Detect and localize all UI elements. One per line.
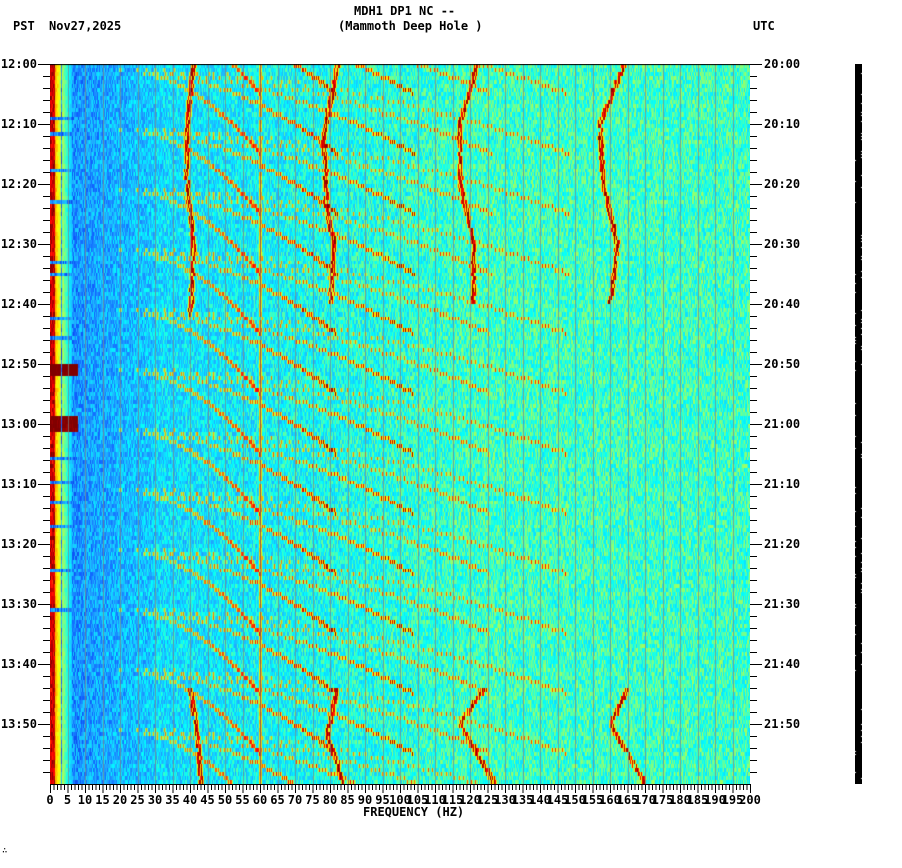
y-tick-right-label: 20:00 bbox=[764, 57, 801, 71]
x-tick-label: 45 bbox=[200, 793, 215, 807]
x-tick-label: 10 bbox=[77, 793, 93, 807]
site-name: (Mammoth Deep Hole ) bbox=[338, 19, 483, 33]
x-tick-label: 85 bbox=[340, 793, 355, 807]
x-tick-label: 65 bbox=[270, 793, 285, 807]
y-tick-right-label: 21:30 bbox=[764, 597, 801, 611]
y-tick-right-label: 21:00 bbox=[764, 417, 801, 431]
x-tick-label: 20 bbox=[112, 793, 128, 807]
y-tick-right-label: 21:40 bbox=[764, 657, 801, 671]
y-tick-right-label: 20:30 bbox=[764, 237, 801, 251]
x-tick-label: 155 bbox=[581, 793, 604, 807]
x-tick-label: 50 bbox=[217, 793, 233, 807]
y-tick-left-label: 13:10 bbox=[0, 477, 37, 491]
y-tick-right-label: 21:20 bbox=[764, 537, 801, 551]
x-tick-label: 175 bbox=[651, 793, 674, 807]
y-tick-left-label: 13:00 bbox=[0, 417, 37, 431]
y-tick-left-label: 13:20 bbox=[0, 537, 37, 551]
x-tick-label: 5 bbox=[63, 793, 72, 807]
footer-mark: ∴ bbox=[2, 846, 8, 856]
x-tick-label: 140 bbox=[529, 793, 551, 807]
x-tick-label: 170 bbox=[634, 793, 656, 807]
activity-trace-bar bbox=[855, 64, 862, 784]
y-tick-left-label: 12:40 bbox=[0, 297, 37, 311]
station-title: MDH1 DP1 NC -- bbox=[354, 4, 456, 18]
x-tick-label: 165 bbox=[616, 793, 639, 807]
y-tick-right-label: 21:10 bbox=[764, 477, 801, 491]
x-tick-label: 25 bbox=[130, 793, 145, 807]
x-tick-label: 150 bbox=[564, 793, 586, 807]
x-tick-label: 15 bbox=[95, 793, 110, 807]
x-tick-label: 30 bbox=[147, 793, 163, 807]
y-tick-right-label: 21:50 bbox=[764, 717, 801, 731]
x-axis-title: FREQUENCY (HZ) bbox=[363, 805, 465, 819]
x-tick-label: 130 bbox=[494, 793, 516, 807]
x-tick-label: 55 bbox=[235, 793, 250, 807]
y-tick-left-label: 12:00 bbox=[0, 57, 37, 71]
x-tick-label: 40 bbox=[182, 793, 198, 807]
x-tick-label: 0 bbox=[46, 793, 54, 807]
x-tick-label: 185 bbox=[686, 793, 709, 807]
y-tick-left-label: 12:10 bbox=[0, 117, 37, 131]
y-tick-left-label: 13:40 bbox=[0, 657, 37, 671]
y-tick-left-label: 12:20 bbox=[0, 177, 37, 191]
x-tick-label: 145 bbox=[546, 793, 569, 807]
x-tick-label: 160 bbox=[599, 793, 621, 807]
date-label: Nov27,2025 bbox=[49, 19, 122, 33]
y-tick-right-label: 20:10 bbox=[764, 117, 801, 131]
right-timezone-label: UTC bbox=[753, 19, 775, 33]
y-tick-right-label: 20:20 bbox=[764, 177, 801, 191]
y-tick-right-label: 20:50 bbox=[764, 357, 801, 371]
x-tick-label: 75 bbox=[305, 793, 320, 807]
x-tick-label: 35 bbox=[165, 793, 180, 807]
x-tick-label: 70 bbox=[287, 793, 303, 807]
x-tick-label: 135 bbox=[511, 793, 534, 807]
y-tick-left-label: 12:50 bbox=[0, 357, 37, 371]
x-tick-label: 125 bbox=[476, 793, 499, 807]
left-timezone-label: PST bbox=[13, 19, 35, 33]
x-tick-label: 180 bbox=[669, 793, 691, 807]
spectrogram-heatmap bbox=[50, 64, 750, 784]
y-tick-left-label: 13:30 bbox=[0, 597, 37, 611]
y-tick-left-label: 12:30 bbox=[0, 237, 37, 251]
x-tick-label: 195 bbox=[721, 793, 744, 807]
y-tick-right-label: 20:40 bbox=[764, 297, 801, 311]
x-tick-label: 190 bbox=[704, 793, 726, 807]
y-tick-left-label: 13:50 bbox=[0, 717, 37, 731]
x-tick-label: 80 bbox=[322, 793, 338, 807]
x-tick-label: 60 bbox=[252, 793, 268, 807]
x-tick-label: 200 bbox=[739, 793, 761, 807]
